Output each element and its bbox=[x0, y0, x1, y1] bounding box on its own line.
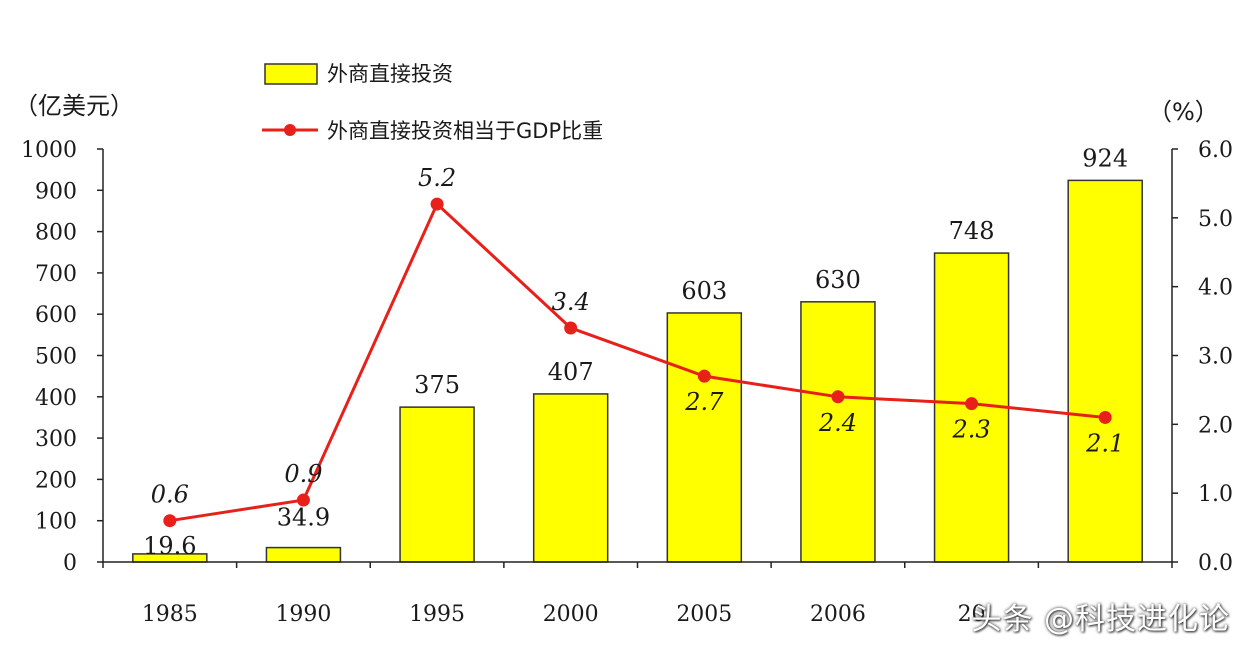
x-tick-label: 1995 bbox=[409, 602, 465, 627]
left-tick-label: 100 bbox=[35, 510, 77, 535]
bar-value-label: 748 bbox=[949, 217, 995, 245]
line-value-label: 0.6 bbox=[151, 481, 189, 509]
left-tick-label: 400 bbox=[35, 386, 77, 411]
right-tick-label: 5.0 bbox=[1198, 207, 1233, 232]
line-value-label: 0.9 bbox=[284, 460, 322, 488]
left-tick-label: 800 bbox=[35, 221, 77, 246]
line-point-2006 bbox=[831, 390, 845, 404]
left-tick-label: 300 bbox=[35, 427, 77, 452]
left-tick-label: 900 bbox=[35, 179, 77, 204]
x-tick-label: 2005 bbox=[676, 602, 732, 627]
left-axis-unit: （亿美元） bbox=[14, 92, 134, 120]
left-tick-label: 200 bbox=[35, 468, 77, 493]
line-value-label: 5.2 bbox=[418, 164, 456, 192]
watermark: 头条 @科技进化论 bbox=[971, 602, 1230, 637]
left-tick-label: 600 bbox=[35, 303, 77, 328]
line-value-label: 2.7 bbox=[684, 388, 724, 416]
legend-label-line: 外商直接投资相当于GDP比重 bbox=[327, 119, 603, 143]
right-axis-unit: （%） bbox=[1148, 98, 1219, 126]
left-tick-label: 500 bbox=[35, 345, 77, 370]
left-tick-label: 1000 bbox=[21, 138, 77, 163]
right-tick-label: 3.0 bbox=[1198, 345, 1233, 370]
x-tick-label: 2000 bbox=[543, 602, 599, 627]
bar-2006 bbox=[800, 301, 876, 563]
line-value-label: 2.4 bbox=[818, 409, 857, 437]
right-tick-label: 6.0 bbox=[1198, 138, 1233, 163]
bar-value-label: 924 bbox=[1082, 144, 1128, 172]
x-tick-label: 20 bbox=[958, 602, 986, 627]
line-series bbox=[169, 201, 1106, 523]
line-value-label: 2.3 bbox=[951, 416, 990, 444]
line-value-label: 3.4 bbox=[552, 288, 590, 316]
x-tick-label: 1985 bbox=[142, 602, 198, 627]
bar-2000 bbox=[532, 393, 609, 563]
bar-2008 bbox=[1067, 179, 1143, 563]
left-tick-label: 700 bbox=[35, 262, 77, 287]
right-tick-label: 4.0 bbox=[1198, 276, 1233, 301]
bar-value-label: 19.6 bbox=[143, 532, 196, 560]
line-point-2008 bbox=[1098, 410, 1112, 424]
bar-value-label: 603 bbox=[681, 277, 727, 305]
bar-value-label: 407 bbox=[548, 358, 594, 386]
legend-label-bar: 外商直接投资 bbox=[327, 62, 453, 86]
bar-value-label: 34.9 bbox=[277, 504, 330, 532]
legend: 外商直接投资 外商直接投资相当于GDP比重 bbox=[262, 62, 603, 143]
line-point-1990 bbox=[296, 493, 310, 507]
right-tick-label: 2.0 bbox=[1198, 413, 1233, 438]
bar-value-label: 630 bbox=[815, 266, 861, 294]
line-point-2005 bbox=[697, 369, 711, 383]
x-tick-label: 1990 bbox=[275, 602, 331, 627]
bar-1990 bbox=[265, 546, 342, 563]
right-tick-label: 0.0 bbox=[1198, 551, 1233, 576]
x-tick-label: 2006 bbox=[810, 602, 866, 627]
line-value-label: 2.1 bbox=[1085, 429, 1124, 457]
bar-1995 bbox=[399, 406, 475, 563]
legend-swatch-bar bbox=[264, 63, 318, 85]
line-point-1985 bbox=[163, 514, 177, 528]
legend-swatch-marker bbox=[284, 124, 296, 136]
left-tick-label: 0 bbox=[63, 551, 77, 576]
line-point-1995 bbox=[430, 197, 444, 211]
line-point-2007 bbox=[965, 397, 979, 411]
bar-value-label: 375 bbox=[414, 371, 460, 399]
line-point-2000 bbox=[564, 321, 578, 335]
bar-2005 bbox=[666, 312, 743, 563]
right-tick-label: 1.0 bbox=[1198, 482, 1233, 507]
